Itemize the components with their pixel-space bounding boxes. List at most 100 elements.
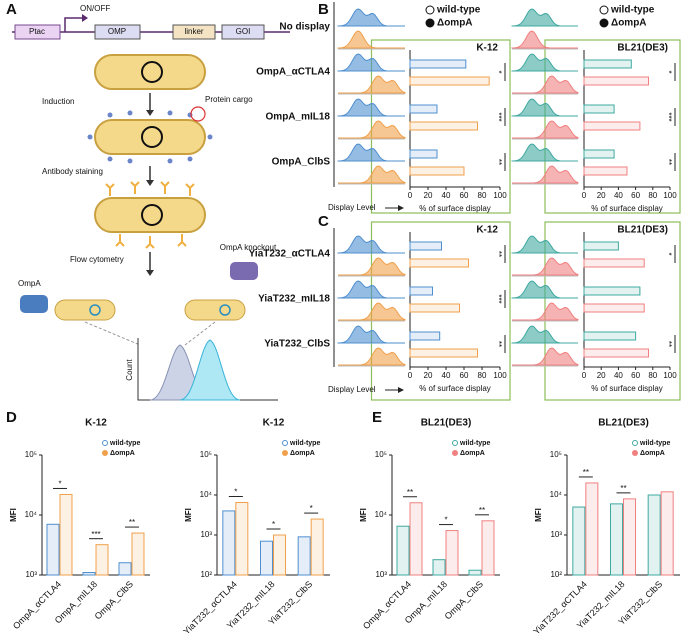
bar	[583, 104, 615, 114]
significance: **	[494, 159, 503, 165]
chart-title: BL21(DE3)	[617, 225, 668, 236]
significance: *	[234, 488, 237, 497]
legend-label: wild-type	[289, 440, 320, 447]
legend-label: wild-type	[610, 5, 655, 16]
x-tick-label: 100	[663, 371, 677, 380]
x-arrow-label: Display Level	[328, 203, 376, 212]
x-tick-label: 40	[614, 191, 623, 200]
bar	[610, 503, 623, 576]
histogram	[511, 143, 578, 162]
histogram	[512, 257, 579, 276]
legend-marker	[425, 18, 435, 28]
bar	[260, 540, 273, 576]
legend-label: wild-type	[639, 440, 670, 447]
bar	[583, 348, 649, 358]
y-tick-label: 10⁴	[375, 510, 388, 519]
x-tick-label: 60	[631, 371, 640, 380]
legend-label: ΔompA	[611, 18, 647, 29]
bar	[95, 544, 109, 576]
y-axis-label: MFI	[359, 508, 368, 522]
panel-label: A	[6, 1, 17, 18]
arrowhead	[146, 110, 154, 116]
histogram	[338, 347, 406, 366]
bar	[409, 286, 433, 296]
x-tick-label: 20	[597, 371, 606, 380]
legend-marker	[599, 5, 609, 15]
x-arrow-label: Display Level	[328, 385, 376, 394]
x-tick-label: 20	[424, 191, 433, 200]
row-label: OmpA_αCTLA4	[256, 67, 330, 78]
histogram	[337, 280, 405, 299]
bar	[585, 482, 599, 576]
panel-label: E	[372, 409, 382, 426]
histogram	[511, 30, 578, 49]
x-tick-label: OmpA_ClbS	[93, 579, 135, 621]
y-tick-label: 10³	[200, 530, 212, 539]
histogram	[511, 98, 578, 117]
plasmid	[141, 61, 163, 83]
row-label: YiaT232_αCTLA4	[249, 249, 331, 260]
panel-label: B	[318, 1, 329, 18]
x-tick-label: OmpA_αCTLA4	[361, 579, 413, 631]
y-tick-label: 10⁵	[200, 450, 212, 459]
histogram	[338, 302, 406, 321]
histogram	[338, 75, 406, 94]
histogram	[511, 53, 578, 72]
legend-marker	[632, 450, 638, 456]
part: linker	[184, 27, 203, 36]
x-tick-label: 0	[582, 191, 587, 200]
histogram	[337, 8, 405, 27]
plasmid	[141, 126, 163, 148]
bar	[409, 348, 478, 358]
gate-box	[370, 39, 511, 214]
y-tick-label: 10³	[550, 530, 562, 539]
bar	[583, 76, 649, 86]
significance: ***	[91, 530, 100, 539]
y-tick-label: 10⁵	[25, 450, 37, 459]
arrowhead	[146, 180, 154, 186]
significance: *	[664, 252, 673, 255]
y-tick-label: 10⁴	[25, 510, 38, 519]
chart-title: BL21(DE3)	[598, 418, 649, 429]
promoter: Ptac	[29, 27, 45, 36]
plasmid	[219, 304, 231, 316]
x-tick-label: 0	[582, 371, 587, 380]
bar	[82, 572, 96, 576]
plasmid	[89, 304, 101, 316]
x-tick-label: 60	[460, 371, 469, 380]
bar	[583, 166, 628, 176]
x-tick-label: 100	[663, 191, 677, 200]
y-axis-label: MFI	[534, 508, 543, 522]
antibodies	[105, 181, 195, 249]
legend-label: wild-type	[459, 440, 490, 447]
bar	[235, 501, 249, 576]
significance: **	[129, 518, 135, 527]
legend-marker	[599, 18, 609, 28]
histogram	[337, 30, 405, 49]
bar	[396, 525, 410, 576]
x-axis-label: % of surface display	[419, 384, 491, 393]
significance: **	[407, 488, 413, 497]
bar	[297, 536, 311, 576]
bar	[409, 258, 469, 268]
arrowhead	[398, 205, 404, 211]
histogram	[337, 53, 405, 72]
histogram	[337, 98, 405, 117]
bar	[583, 286, 641, 296]
significance: **	[620, 484, 626, 493]
histogram	[338, 120, 406, 139]
significance: ***	[664, 112, 673, 121]
histogram	[512, 347, 579, 366]
row-label: OmpA_ClbS	[272, 157, 331, 168]
bar	[468, 569, 482, 576]
callout: Protein cargo	[205, 95, 253, 104]
histogram	[511, 235, 578, 254]
y-axis-label: MFI	[9, 508, 18, 522]
bar	[432, 559, 446, 576]
cargo-highlight	[190, 106, 206, 122]
y-tick-label: 10²	[550, 570, 562, 579]
x-tick-label: 60	[631, 191, 640, 200]
legend-marker	[452, 450, 458, 456]
part-box	[172, 24, 216, 40]
